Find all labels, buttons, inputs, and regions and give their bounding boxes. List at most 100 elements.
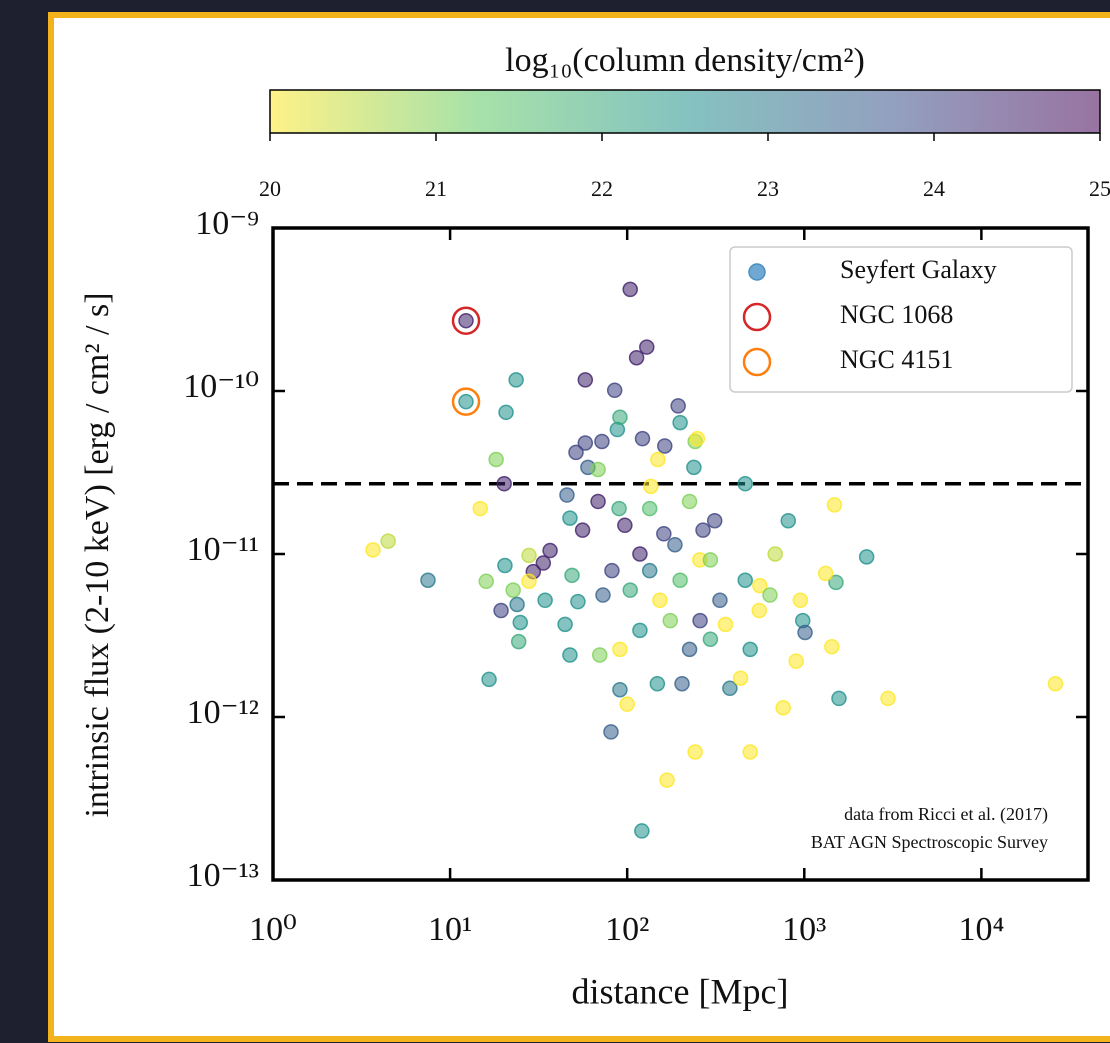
y-axis-label: intrinsic flux (2-10 keV) [erg / cm² / s… — [79, 292, 116, 817]
data-point — [788, 653, 804, 669]
colorbar-tick-label: 20 — [259, 176, 281, 201]
data-point — [780, 512, 797, 529]
data-point — [689, 430, 706, 447]
data-point — [559, 487, 575, 503]
colorbar-tick-label: 23 — [757, 176, 779, 201]
data-point — [505, 582, 521, 598]
data-point — [617, 517, 633, 534]
data-point — [828, 574, 844, 591]
data-point — [742, 744, 758, 760]
data-point — [717, 616, 734, 633]
data-point — [496, 475, 512, 492]
data-point — [641, 562, 658, 579]
colorbar-tick-label: 25 — [1089, 176, 1110, 201]
data-point — [674, 675, 690, 692]
x-tick-label: 10⁴ — [958, 911, 1004, 948]
data-point — [562, 510, 578, 526]
data-point — [564, 567, 580, 584]
data-point — [824, 638, 840, 655]
data-point — [478, 573, 494, 590]
data-point — [592, 647, 608, 663]
data-point — [706, 512, 723, 529]
colorbar-tick-label: 24 — [923, 176, 945, 201]
data-point — [557, 616, 573, 633]
data-point — [521, 573, 537, 590]
data-point — [498, 404, 514, 421]
data-point — [619, 696, 635, 712]
data-point — [767, 546, 783, 562]
data-point — [590, 493, 606, 510]
data-point — [737, 475, 753, 492]
data-point — [681, 493, 698, 510]
data-point — [643, 478, 659, 495]
data-point — [737, 572, 753, 589]
data-point — [817, 565, 834, 582]
data-point — [458, 312, 474, 329]
data-point — [612, 681, 628, 698]
legend-marker — [742, 302, 772, 332]
colorbar-tick-label: 21 — [425, 176, 447, 201]
data-point — [365, 542, 381, 558]
data-point — [775, 699, 791, 716]
data-point — [670, 398, 686, 414]
x-tick-label: 10⁰ — [249, 911, 297, 948]
data-point — [641, 500, 658, 517]
data-point — [606, 382, 623, 399]
data-point — [562, 647, 578, 663]
data-point — [521, 547, 537, 564]
data-point — [858, 549, 875, 565]
data-point — [420, 572, 436, 589]
data-point — [612, 641, 628, 658]
data-point — [590, 461, 606, 478]
legend-box — [729, 246, 1073, 393]
data-point — [568, 444, 584, 461]
data-point — [639, 339, 655, 355]
data-point — [702, 631, 719, 647]
data-point — [577, 435, 594, 451]
data-point — [662, 612, 678, 629]
legend-marker — [748, 263, 766, 281]
data-point — [1047, 675, 1064, 692]
data-point — [458, 393, 474, 410]
data-point — [686, 459, 702, 476]
data-point — [732, 670, 749, 686]
data-point — [632, 622, 648, 639]
y-tick-label: 10⁻¹² — [187, 694, 259, 731]
data-point — [702, 552, 719, 568]
annotation: data from Ricci et al. (2017) — [844, 804, 1048, 825]
colorbar — [269, 89, 1101, 134]
x-axis-label: distance [Mpc] — [572, 971, 789, 1011]
data-point — [622, 281, 638, 298]
data-point — [672, 414, 688, 431]
highlight-ring — [451, 387, 481, 416]
data-point — [570, 593, 586, 610]
data-point — [650, 451, 666, 468]
annotation: BAT AGN Spectroscopic Survey — [811, 832, 1048, 852]
data-point — [472, 500, 488, 517]
data-point — [509, 596, 525, 613]
x-tick-label: 10¹ — [428, 911, 472, 948]
y-tick-label: 10⁻¹⁰ — [183, 368, 259, 405]
data-point — [742, 641, 758, 658]
data-point — [594, 433, 610, 450]
data-point — [712, 592, 728, 609]
data-point — [488, 451, 504, 468]
data-point — [880, 690, 896, 707]
data-point — [634, 430, 651, 447]
data-point — [657, 438, 673, 454]
data-point — [681, 641, 698, 658]
data-point — [667, 536, 683, 553]
data-point — [508, 372, 524, 388]
data-point — [628, 349, 645, 366]
legend-label: NGC 4151 — [840, 345, 953, 374]
y-tick-label: 10⁻¹³ — [187, 857, 259, 894]
y-tick-label: 10⁻⁹ — [195, 205, 259, 242]
data-point — [831, 690, 847, 707]
data-point — [510, 633, 527, 650]
data-point — [380, 533, 396, 549]
data-point — [797, 624, 813, 641]
data-point — [652, 592, 668, 609]
data-point — [622, 582, 638, 598]
